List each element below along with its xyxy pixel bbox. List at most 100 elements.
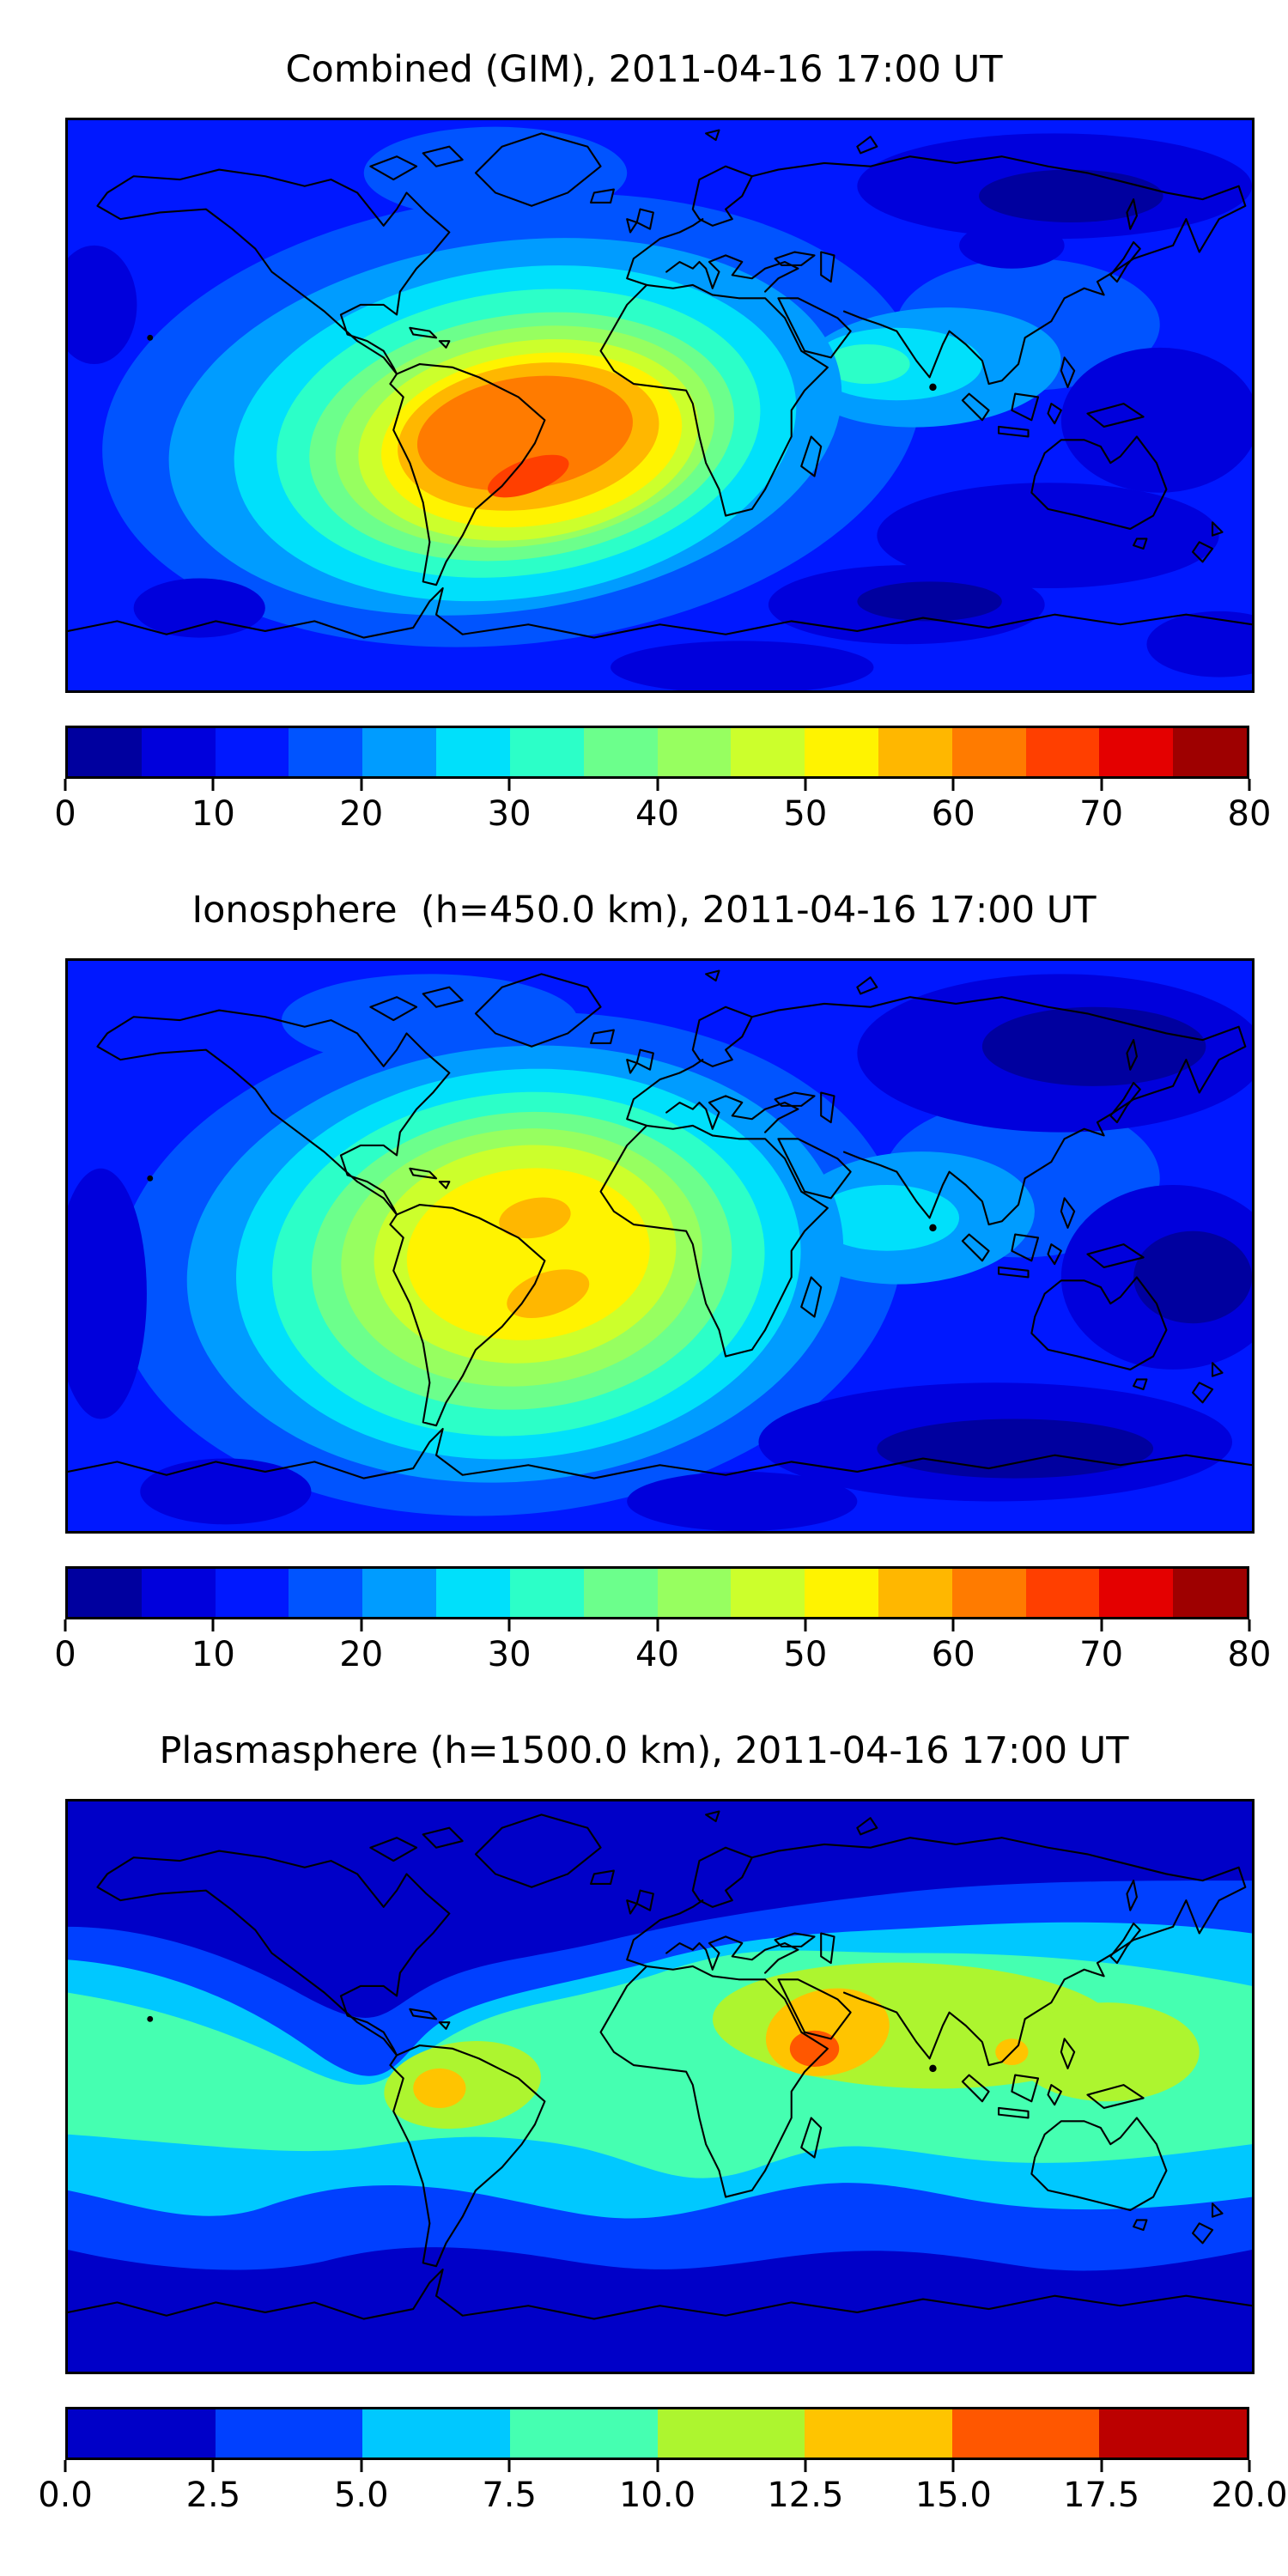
- colorbar-tick-label: 80: [1227, 794, 1272, 834]
- colorbar-segment: [805, 1569, 878, 1617]
- colorbar-tick: [1248, 779, 1251, 791]
- colorbar-tick: [804, 779, 807, 791]
- colorbar-segments: [65, 726, 1249, 779]
- colorbar-segment: [583, 1569, 658, 1617]
- colorbar-tick-label: 0: [54, 794, 76, 834]
- map-plasmasphere-svg: [68, 1801, 1252, 2372]
- colorbar-segment: [1173, 1569, 1247, 1617]
- colorbar-ticks: [64, 1619, 1251, 1631]
- colorbar-tick-label: 10.0: [618, 2476, 696, 2515]
- colorbar-segment: [1025, 1569, 1100, 1617]
- colorbar-segment: [215, 2409, 363, 2458]
- colorbar-tick-label: 50: [783, 1635, 828, 1674]
- colorbar-tick-label: 20: [339, 794, 384, 834]
- map-combined: [65, 118, 1255, 693]
- colorbar-segment: [1099, 728, 1174, 776]
- colorbar-tick-label: 30: [487, 1635, 532, 1674]
- colorbar-tick: [1100, 779, 1103, 791]
- colorbar-tick: [656, 779, 659, 791]
- colorbar-tick: [360, 2460, 363, 2472]
- colorbar-tick-label: 20: [339, 1635, 384, 1674]
- contour-bands: [68, 126, 1252, 690]
- colorbar-segment: [141, 1569, 216, 1617]
- page-title: Ionosphere (h=450.0 km), 2011-04-16 17:0…: [191, 889, 1097, 932]
- panel-plasmasphere: Plasmasphere (h=1500.0 km), 2011-04-16 1…: [0, 1728, 1288, 2522]
- colorbar-segment: [436, 1569, 510, 1617]
- colorbar-segment: [1099, 2409, 1247, 2458]
- colorbar-segment: [68, 2409, 216, 2458]
- colorbar-tick-label: 17.5: [1063, 2476, 1140, 2515]
- colorbar-tick-label: 40: [635, 794, 679, 834]
- panel-combined: Combined (GIM), 2011-04-16 17:00 UT: [0, 47, 1288, 841]
- colorbar-tick-label: 30: [487, 794, 532, 834]
- map-ionosphere-svg: [68, 961, 1252, 1531]
- colorbar-tick: [656, 2460, 659, 2472]
- colorbar-tick-label: 7.5: [482, 2476, 537, 2515]
- colorbar-segment: [731, 728, 805, 776]
- colorbar-tick: [64, 1619, 67, 1631]
- colorbar-ticks: [64, 779, 1251, 791]
- colorbar-segment: [362, 1569, 437, 1617]
- colorbar-segment: [951, 1569, 1026, 1617]
- colorbar-tick: [1248, 1619, 1251, 1631]
- colorbar-segment: [1173, 728, 1247, 776]
- colorbar-tick: [507, 1619, 511, 1631]
- colorbar-tick: [507, 779, 511, 791]
- colorbar-tick: [211, 779, 215, 791]
- colorbar-segment: [362, 2409, 510, 2458]
- contour-bands: [68, 974, 1252, 1531]
- colorbar-tick-label: 12.5: [767, 2476, 844, 2515]
- panel-ionosphere: Ionosphere (h=450.0 km), 2011-04-16 17:0…: [0, 888, 1288, 1681]
- colorbar-tick: [360, 779, 363, 791]
- colorbar-ticks: [64, 2460, 1251, 2472]
- colorbar-tick: [1248, 2460, 1251, 2472]
- colorbar-tick-label: 2.5: [185, 2476, 241, 2515]
- colorbar-segment: [1025, 728, 1100, 776]
- colorbar-tick-label: 40: [635, 1635, 679, 1674]
- colorbar-tick-label: 70: [1079, 794, 1124, 834]
- colorbar-segment: [657, 728, 732, 776]
- colorbar-segment: [878, 1569, 952, 1617]
- colorbar-segment: [731, 1569, 805, 1617]
- colorbar-segment: [951, 728, 1026, 776]
- colorbar-tick: [951, 779, 955, 791]
- colorbar-tick: [1100, 1619, 1103, 1631]
- colorbar-segment: [215, 728, 289, 776]
- colorbar-segment: [805, 728, 878, 776]
- colorbar-segment: [215, 1569, 289, 1617]
- colorbar-tick: [656, 1619, 659, 1631]
- colorbar-ionosphere: 0 10 20 30 40 50 60 70 80: [54, 1566, 1271, 1681]
- colorbar-tick-label: 60: [931, 1635, 975, 1674]
- colorbar-tick-label: 70: [1079, 1635, 1124, 1674]
- colorbar-tick: [360, 1619, 363, 1631]
- colorbar-segment: [509, 728, 584, 776]
- colorbar-segment: [583, 728, 658, 776]
- colorbar-segment: [657, 1569, 732, 1617]
- colorbar-segment: [878, 728, 952, 776]
- colorbar-segment: [68, 1569, 142, 1617]
- colorbar-segments: [65, 1566, 1249, 1619]
- colorbar-tick-label: 15.0: [914, 2476, 992, 2515]
- contour-bands: [68, 1880, 1252, 2271]
- colorbar-labels: 0 10 20 30 40 50 60 70 80: [54, 791, 1271, 841]
- map-combined-svg: [68, 120, 1252, 690]
- colorbar-segment: [436, 728, 510, 776]
- colorbar-segment: [509, 1569, 584, 1617]
- colorbar-tick-label: 20.0: [1211, 2476, 1288, 2515]
- colorbar-segment: [289, 728, 363, 776]
- colorbar-segment: [509, 2409, 658, 2458]
- colorbar-segment: [1099, 1569, 1174, 1617]
- colorbar-segment: [141, 728, 216, 776]
- colorbar-segment: [951, 2409, 1100, 2458]
- page-title: Combined (GIM), 2011-04-16 17:00 UT: [285, 48, 1003, 91]
- colorbar-tick: [951, 1619, 955, 1631]
- colorbar-segment: [68, 728, 142, 776]
- colorbar-segment: [362, 728, 437, 776]
- colorbar-tick-label: 60: [931, 794, 975, 834]
- colorbar-tick: [804, 1619, 807, 1631]
- colorbar-tick-label: 0.0: [38, 2476, 93, 2515]
- colorbar-labels: 0.0 2.5 5.0 7.5 10.0 12.5 15.0 17.5 20.0: [38, 2472, 1287, 2522]
- page-title: Plasmasphere (h=1500.0 km), 2011-04-16 1…: [159, 1729, 1129, 1772]
- colorbar-plasmasphere: 0.0 2.5 5.0 7.5 10.0 12.5 15.0 17.5 20.0: [38, 2407, 1288, 2522]
- colorbar-tick-label: 10: [191, 794, 235, 834]
